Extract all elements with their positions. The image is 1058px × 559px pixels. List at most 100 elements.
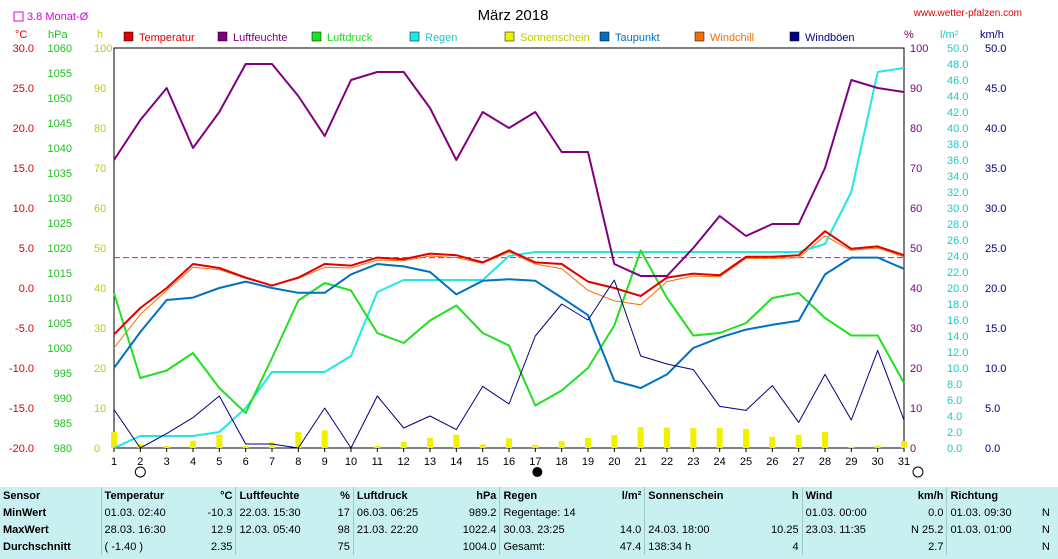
tick-label: 20 bbox=[910, 363, 922, 375]
unit-rain: l/m² bbox=[940, 29, 959, 41]
stats-header-cell: Wind bbox=[801, 487, 895, 504]
tick-label: 20 bbox=[94, 363, 106, 375]
site-url[interactable]: www.wetter-pfalzen.com bbox=[913, 8, 1022, 19]
moon-phase-icon bbox=[912, 466, 924, 478]
sunshine-bar bbox=[716, 428, 723, 448]
tick-label: 70 bbox=[910, 163, 922, 175]
x-tick-label: 6 bbox=[243, 456, 249, 468]
sunshine-bar bbox=[532, 444, 539, 448]
legend: Temperatur Luftfeuchte Luftdruck Regen Sonne… bbox=[123, 31, 855, 44]
x-tick-label: 1 bbox=[111, 456, 117, 468]
stats-cell bbox=[756, 504, 802, 521]
sunshine-bar bbox=[769, 436, 776, 448]
stats-cell: 30.03. 23:25 bbox=[499, 521, 607, 538]
legend-label: Sonnenschein bbox=[520, 32, 590, 44]
sunshine-bar bbox=[163, 446, 170, 448]
legend-swatch bbox=[694, 31, 705, 42]
tick-label: 980 bbox=[54, 443, 72, 455]
stats-cell: 47.4 bbox=[619, 540, 642, 553]
tick-label: 24.0 bbox=[947, 251, 968, 263]
tick-label: 1015 bbox=[48, 268, 72, 280]
tick-label: -15.0 bbox=[9, 403, 34, 415]
legend-label: Regen bbox=[425, 32, 457, 44]
rain-average-label: 3.8 Monat-Ø bbox=[27, 11, 89, 23]
sunshine-bar bbox=[321, 430, 328, 448]
stats-cell: N bbox=[1041, 506, 1050, 519]
sunshine-bar bbox=[558, 441, 565, 448]
tick-label: 25.0 bbox=[985, 243, 1006, 255]
x-tick-label: 10 bbox=[345, 456, 357, 468]
stats-cell bbox=[946, 538, 1039, 555]
stats-cell: 989.2 bbox=[468, 506, 497, 519]
stats-cell: -10.3 bbox=[207, 506, 233, 519]
chart-title: März 2018 bbox=[478, 7, 549, 24]
legend-swatch bbox=[217, 31, 228, 42]
stats-header-cell: Luftfeuchte bbox=[235, 487, 328, 504]
tick-label: 1010 bbox=[48, 293, 72, 305]
stats-cell: Regentage: 14 bbox=[499, 504, 607, 521]
stats-cell: 23.03. 11:35 bbox=[801, 521, 895, 538]
sunshine-bar bbox=[242, 446, 249, 448]
stats-header-cell: Temperatur bbox=[100, 487, 194, 504]
stats-cell: N bbox=[1041, 540, 1050, 553]
tick-label: 10.0 bbox=[985, 363, 1006, 375]
x-tick-label: 28 bbox=[819, 456, 831, 468]
stats-cell: 01.03. 01:00 bbox=[946, 521, 1039, 538]
stats-cell: 21.03. 22:20 bbox=[352, 521, 446, 538]
tick-label: 1040 bbox=[48, 143, 72, 155]
unit-sun: h bbox=[97, 29, 103, 41]
x-tick-label: 27 bbox=[793, 456, 805, 468]
unit-wind: km/h bbox=[980, 29, 1004, 41]
tick-label: 40 bbox=[910, 283, 922, 295]
axes: -20.0 -15.0 -10.0 -5.0 0.0 5.0 10.0 15.0 20.0 25.… bbox=[9, 43, 1007, 455]
tick-label: 16.0 bbox=[947, 315, 968, 327]
tick-label: 40.0 bbox=[985, 123, 1006, 135]
series-lines bbox=[113, 63, 905, 449]
tick-label: 30.0 bbox=[947, 203, 968, 215]
legend-swatch bbox=[311, 31, 322, 42]
moon-phase-icon bbox=[134, 466, 146, 478]
stats-cell: MaxWert bbox=[3, 523, 49, 536]
series-line-windböen bbox=[113, 279, 905, 449]
stats-cell: 01.03. 02:40 bbox=[100, 504, 194, 521]
stats-header-cell: Luftdruck bbox=[352, 487, 446, 504]
sunshine-bar bbox=[400, 442, 407, 448]
sunshine-bar bbox=[585, 438, 591, 448]
tick-label: 14.0 bbox=[947, 331, 968, 343]
stats-header-cell bbox=[1039, 487, 1058, 504]
sunshine-bar bbox=[874, 445, 881, 448]
stats-row: Durchschnitt ( -1.40 ) 2.35 75 1004.0 Gesamt:… bbox=[0, 538, 1058, 555]
stats-cell bbox=[801, 538, 895, 555]
stats-cell: 4 bbox=[792, 540, 799, 553]
x-tick-label: 18 bbox=[556, 456, 568, 468]
stats-cell: 01.03. 09:30 bbox=[946, 504, 1039, 521]
legend-label: Temperatur bbox=[139, 32, 195, 44]
sunshine-bar bbox=[822, 432, 828, 448]
stats-cell: 10.25 bbox=[771, 523, 799, 536]
sunshine-bar bbox=[901, 441, 907, 448]
tick-label: 6.0 bbox=[947, 395, 962, 407]
tick-label: 46.0 bbox=[947, 75, 968, 87]
tick-label: -20.0 bbox=[9, 443, 34, 455]
tick-label: 30 bbox=[910, 323, 922, 335]
tick-label: 60 bbox=[94, 203, 106, 215]
unit-temp: °C bbox=[15, 29, 27, 41]
tick-label: 38.0 bbox=[947, 139, 968, 151]
tick-label: 30 bbox=[94, 323, 106, 335]
tick-label: 0 bbox=[910, 443, 916, 455]
sunshine-bars bbox=[111, 427, 907, 448]
stats-cell: 98 bbox=[337, 523, 350, 536]
tick-label: 1005 bbox=[48, 318, 72, 330]
stats-cell: 0.0 bbox=[928, 506, 944, 519]
tick-label: 1050 bbox=[48, 93, 72, 105]
stats-header-cell: h bbox=[791, 489, 799, 502]
x-axis: 1 2 3 4 5 6 7 8 9 10 11 12 13 14 15 16 17 18 19 20 21 22 23 24 2… bbox=[111, 448, 924, 478]
tick-label: 32.0 bbox=[947, 187, 968, 199]
x-tick-label: 2 bbox=[137, 456, 143, 468]
tick-label: 48.0 bbox=[947, 59, 968, 71]
stats-cell: 12.03. 05:40 bbox=[235, 521, 328, 538]
sunshine-bar bbox=[216, 434, 223, 448]
series-line-luftdruck bbox=[113, 249, 905, 414]
tick-label: 2.0 bbox=[947, 427, 962, 439]
tick-label: 12.0 bbox=[947, 347, 968, 359]
